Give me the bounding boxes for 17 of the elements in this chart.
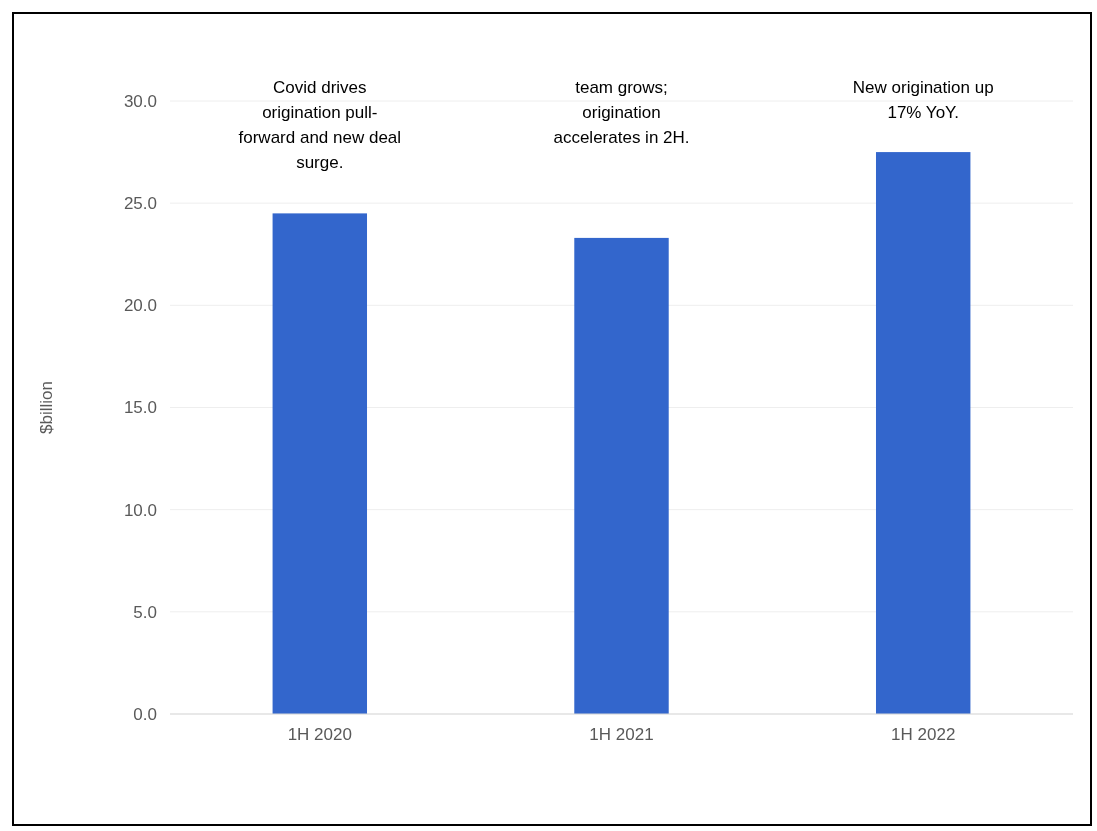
annotation: team grows; origination accelerates in 2H. [553,78,690,147]
y-tick-label: 10.0 [123,500,157,520]
y-tick-label: 0.0 [133,704,157,724]
y-tick-label: 30.0 [123,91,157,111]
y-tick-label: 25.0 [123,194,157,214]
bar [574,237,669,714]
y-axis-title: $billion [37,381,56,434]
x-tick-label: 1H 2021 [589,725,654,745]
annotation: New origination up 17% YoY. [852,78,994,122]
x-tick-label: 1H 2020 [287,725,352,745]
x-tick-label: 1H 2022 [891,725,956,745]
bar [875,152,971,714]
y-tick-label: 20.0 [123,296,157,316]
bar [272,213,368,714]
y-tick-label: 15.0 [123,398,157,418]
annotation: Covid drives origination pull-forward and new deal surge. [238,78,402,172]
y-tick-label: 5.0 [133,602,157,622]
